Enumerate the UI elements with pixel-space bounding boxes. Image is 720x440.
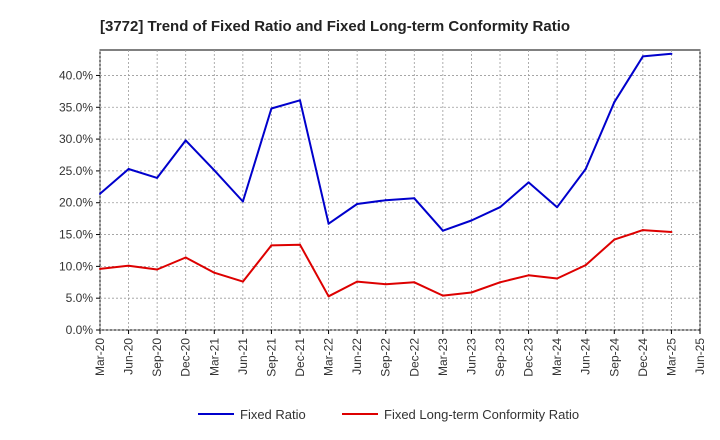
data-point	[613, 238, 616, 241]
data-point	[241, 280, 244, 283]
grid	[99, 50, 701, 331]
data-point	[670, 52, 673, 55]
series-lines	[99, 52, 673, 298]
data-point	[441, 294, 444, 297]
x-tick-label: Dec-24	[636, 338, 650, 377]
data-point	[499, 281, 501, 284]
data-point	[213, 271, 216, 274]
data-point	[299, 243, 301, 246]
data-point	[527, 274, 530, 277]
data-point	[270, 244, 273, 247]
y-tick-label: 10.0%	[59, 259, 93, 273]
x-tick-label: Sep-21	[264, 338, 278, 377]
data-point	[470, 291, 473, 294]
data-point	[99, 192, 101, 195]
y-tick-label: 15.0%	[59, 228, 93, 242]
x-tick-label: Mar-21	[207, 338, 221, 376]
y-tick-label: 5.0%	[66, 291, 94, 305]
x-tick-label: Sep-23	[493, 338, 507, 377]
data-point	[127, 264, 130, 267]
x-tick-label: Sep-20	[150, 338, 164, 377]
data-point	[441, 229, 444, 232]
x-tick-label: Mar-22	[322, 338, 336, 376]
data-point	[156, 268, 159, 271]
chart-title: [3772] Trend of Fixed Ratio and Fixed Lo…	[100, 18, 570, 35]
y-tick-label: 25.0%	[59, 164, 93, 178]
plot-border	[99, 49, 701, 331]
y-tick-label: 40.0%	[59, 68, 93, 82]
x-tick-label: Dec-20	[179, 338, 193, 377]
x-tick-label: Dec-21	[293, 338, 307, 377]
data-point	[299, 99, 301, 102]
data-point	[499, 206, 501, 209]
data-point	[241, 200, 244, 203]
data-point	[213, 169, 216, 172]
data-point	[156, 176, 159, 179]
x-tick-label: Jun-20	[122, 338, 136, 375]
x-tick-label: Sep-24	[607, 338, 621, 377]
x-tick-label: Dec-23	[522, 338, 536, 377]
y-tick-label: 30.0%	[59, 132, 93, 146]
x-tick-label: Mar-23	[436, 338, 450, 376]
data-point	[641, 229, 644, 232]
x-tick-label: Jun-24	[579, 338, 593, 375]
data-point	[327, 222, 330, 225]
data-point	[584, 264, 587, 267]
data-point	[270, 107, 273, 110]
x-tick-label: Jun-22	[350, 338, 364, 375]
x-tick-label: Dec-22	[407, 338, 421, 377]
data-point	[413, 197, 416, 200]
data-point	[613, 101, 616, 104]
data-point	[470, 219, 473, 222]
data-point	[527, 181, 530, 184]
y-tick-label: 0.0%	[66, 323, 94, 337]
x-tick-label: Mar-20	[93, 338, 107, 376]
data-point	[384, 283, 387, 286]
x-tick-label: Jun-21	[236, 338, 250, 375]
data-point	[184, 139, 187, 142]
plot-area: 0.0% 5.0% 10.0% 15.0% 20.0% 25.0% 30.0% 35.0% 40…	[59, 49, 707, 377]
data-point	[670, 231, 673, 233]
x-tick-label: Jun-23	[464, 338, 478, 375]
data-point	[641, 55, 644, 58]
data-point	[556, 277, 559, 280]
x-tick-label: Sep-22	[379, 338, 393, 377]
data-point	[413, 281, 416, 284]
data-point	[356, 203, 359, 205]
data-point	[584, 168, 587, 170]
data-point	[127, 168, 130, 170]
data-point	[99, 267, 101, 270]
x-tick-label: Mar-24	[550, 338, 564, 376]
x-tick-label: Mar-25	[664, 338, 678, 376]
data-point	[184, 256, 187, 259]
legend-label-1: Fixed Long-term Conformity Ratio	[384, 407, 579, 422]
data-point	[327, 295, 330, 298]
y-tick-label: 20.0%	[59, 196, 93, 210]
legend-label-0: Fixed Ratio	[240, 407, 306, 422]
legend: Fixed Ratio Fixed Long-term Conformity Ra…	[198, 407, 579, 422]
data-point	[356, 280, 359, 283]
y-tick-label: 35.0%	[59, 100, 93, 114]
y-axis: 0.0% 5.0% 10.0% 15.0% 20.0% 25.0% 30.0% 35.0% 40…	[59, 68, 100, 337]
x-axis: Mar-20 Jun-20 Sep-20 Dec-20 Mar-21 Jun-21 Sep-…	[93, 330, 707, 377]
x-tick-label: Jun-25	[693, 338, 707, 375]
data-point	[384, 199, 387, 202]
data-point	[556, 206, 559, 209]
